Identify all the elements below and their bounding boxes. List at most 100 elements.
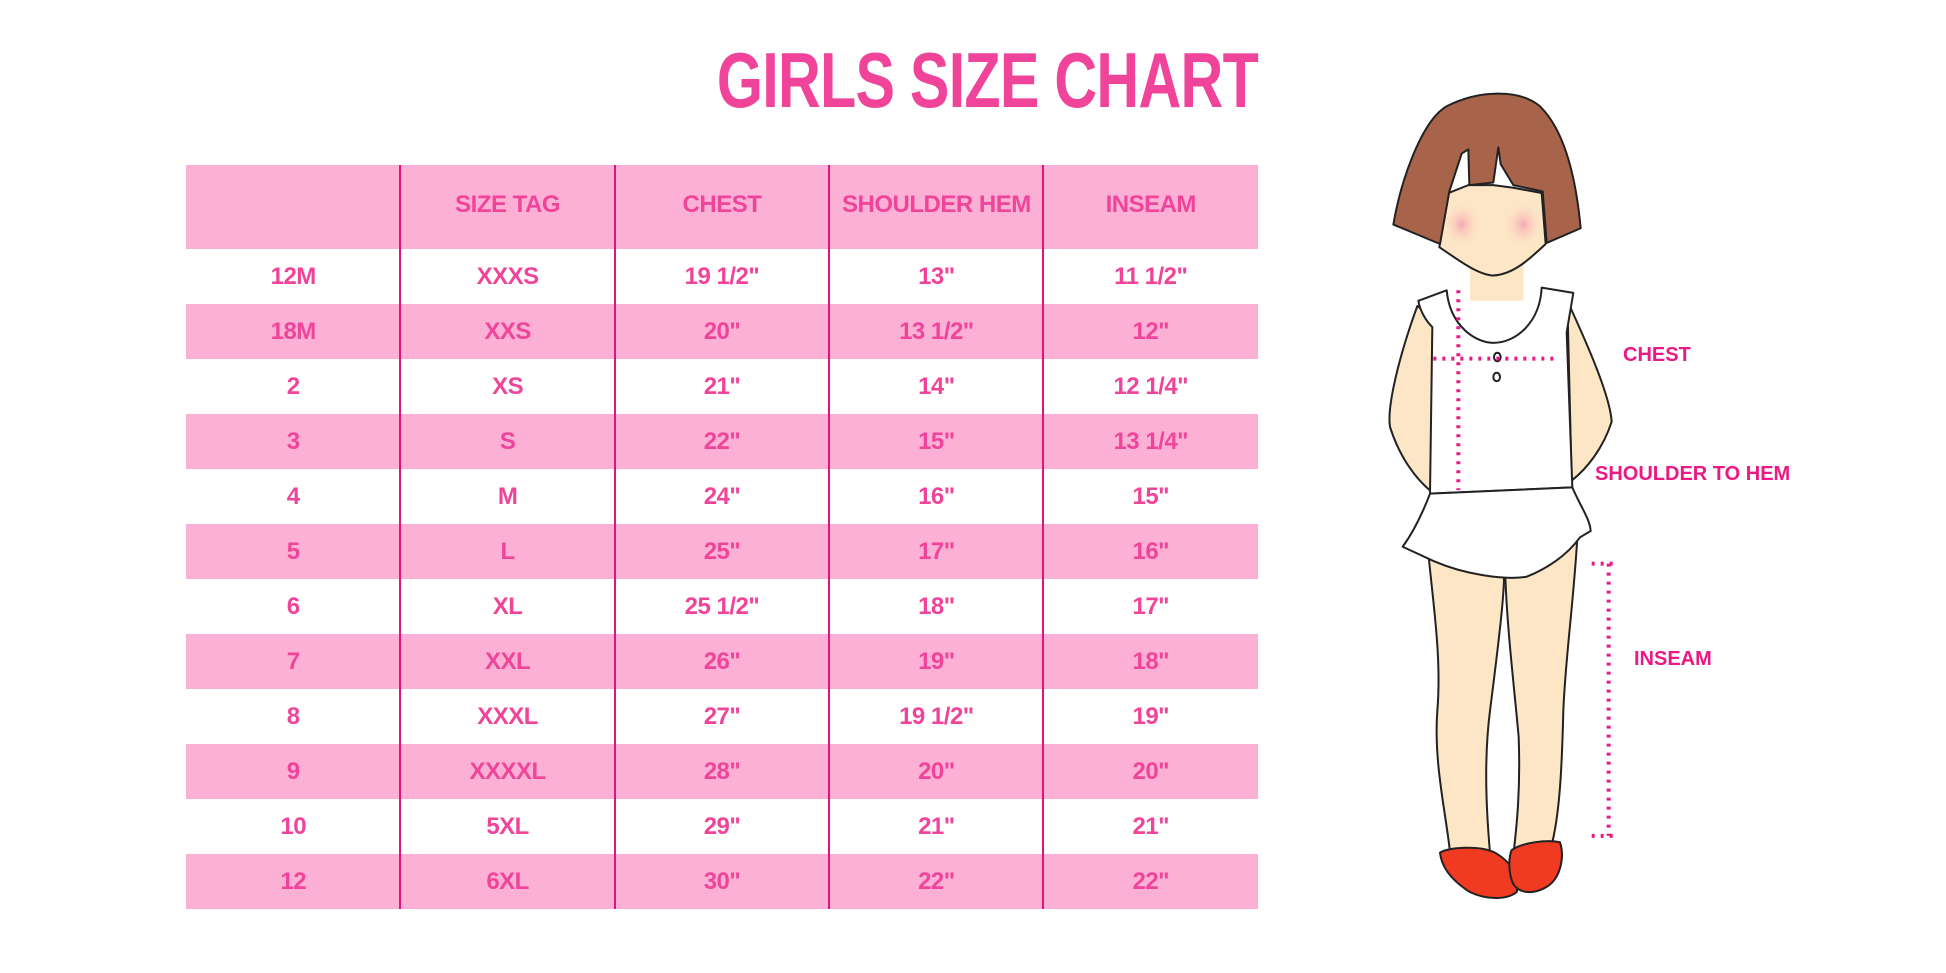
table-cell: 16"	[1132, 537, 1170, 565]
table-cell: 24"	[703, 482, 741, 510]
table-cell: 15"	[1132, 482, 1170, 510]
table-cell: 11 1/2"	[1114, 262, 1188, 290]
table-cell: 12M	[270, 262, 317, 290]
column-divider	[828, 165, 830, 909]
right-arm	[1567, 301, 1611, 481]
column-header: INSEAM	[1105, 191, 1197, 218]
column-divider	[399, 165, 401, 909]
size-chart-table: SIZE TAG CHEST SHOULDER HEM INSEAM 12M XXXS 1…	[186, 165, 1258, 909]
table-row: 18M XXS 20" 13 1/2" 12"	[186, 304, 1258, 359]
table-row: 10 5XL 29" 21" 21"	[186, 799, 1258, 854]
table-cell: 18"	[1132, 647, 1170, 675]
table-row: 12 6XL 30" 22" 22"	[186, 854, 1258, 909]
table-cell: 17"	[918, 537, 955, 565]
table-cell: 19 1/2"	[684, 262, 760, 290]
column-header: SHOULDER HEM	[842, 191, 1031, 218]
skirt	[1403, 487, 1591, 577]
table-cell: 19"	[918, 647, 955, 675]
table-cell: 7	[286, 647, 300, 675]
shirt	[1418, 288, 1573, 494]
button-icon	[1493, 373, 1500, 381]
table-cell: M	[497, 482, 518, 510]
table-cell: 12 1/4"	[1113, 372, 1189, 400]
table-cell: XXXXL	[469, 757, 546, 785]
table-cell: 16"	[918, 482, 955, 510]
table-cell: 3	[286, 427, 300, 455]
table-cell: 6	[286, 592, 300, 620]
table-cell: 21"	[918, 812, 955, 840]
left-arm	[1389, 306, 1432, 491]
girl-measurement-illustration	[1380, 80, 1830, 900]
hair	[1393, 94, 1580, 244]
table-cell: 17"	[1132, 592, 1170, 620]
table-row: 3 S 22" 15" 13 1/4"	[186, 414, 1258, 469]
chest-label: CHEST	[1623, 344, 1691, 366]
table-cell: 29"	[703, 812, 741, 840]
left-cheek	[1441, 200, 1482, 249]
table-cell: 18M	[270, 317, 317, 345]
table-row: 9 XXXXL 28" 20" 20"	[186, 744, 1258, 799]
table-cell: 5XL	[486, 812, 529, 840]
right-cheek	[1503, 200, 1544, 249]
table-cell: 25 1/2"	[684, 592, 760, 620]
table-row: 4 M 24" 16" 15"	[186, 469, 1258, 524]
table-cell: 27"	[703, 702, 741, 730]
left-shoe	[1440, 848, 1517, 898]
table-cell: 22"	[918, 867, 955, 895]
table-cell: 9	[286, 757, 300, 785]
table-cell: XXXS	[476, 262, 540, 290]
table-row: 12M XXXS 19 1/2" 13" 11 1/2"	[186, 249, 1258, 304]
right-leg	[1505, 537, 1577, 855]
column-divider	[1042, 165, 1044, 909]
table-cell: 14"	[918, 372, 955, 400]
table-cell: 18"	[918, 592, 955, 620]
table-cell: XS	[492, 372, 524, 400]
table-row: 5 L 25" 17" 16"	[186, 524, 1258, 579]
table-cell: 21"	[1132, 812, 1170, 840]
shoulder-to-hem-label: SHOULDER TO HEM	[1595, 463, 1791, 485]
table-cell: 12	[280, 867, 307, 895]
left-leg	[1428, 553, 1504, 861]
column-header: CHEST	[682, 191, 762, 218]
table-cell: 26"	[703, 647, 741, 675]
table-cell: L	[500, 537, 516, 565]
column-divider	[614, 165, 616, 909]
table-cell: 20"	[918, 757, 955, 785]
column-header	[186, 165, 400, 249]
table-cell: 22"	[1132, 867, 1170, 895]
table-cell: S	[499, 427, 516, 455]
table-row: 6 XL 25 1/2" 18" 17"	[186, 579, 1258, 634]
table-cell: 4	[286, 482, 300, 510]
table-row: 7 XXL 26" 19" 18"	[186, 634, 1258, 689]
column-header: SIZE TAG	[455, 191, 561, 218]
table-cell: 21"	[703, 372, 741, 400]
table-cell: XXXL	[477, 702, 538, 730]
table-row: 8 XXXL 27" 19 1/2" 19"	[186, 689, 1258, 744]
table-cell: 20"	[1132, 757, 1170, 785]
table-cell: 15"	[918, 427, 955, 455]
table-cell: 25"	[703, 537, 741, 565]
table-header-row: SIZE TAG CHEST SHOULDER HEM INSEAM	[186, 165, 1258, 249]
table-cell: 22"	[703, 427, 741, 455]
table-cell: 30"	[703, 867, 741, 895]
table-cell: 13 1/2"	[899, 317, 974, 345]
table-cell: 13 1/4"	[1113, 427, 1189, 455]
table-cell: 12"	[1132, 317, 1170, 345]
table-cell: 10	[280, 812, 307, 840]
table-cell: 6XL	[486, 867, 529, 895]
table-cell: 13"	[918, 262, 955, 290]
table-cell: 19 1/2"	[899, 702, 974, 730]
table-row: 2 XS 21" 14" 12 1/4"	[186, 359, 1258, 414]
page-title: GIRLS SIZE CHART	[716, 36, 1259, 124]
table-cell: 19"	[1132, 702, 1170, 730]
table-cell: 2	[286, 372, 300, 400]
table-cell: XXL	[484, 647, 531, 675]
table-cell: 8	[286, 702, 300, 730]
right-shoe	[1509, 841, 1562, 892]
table-cell: XL	[492, 592, 523, 620]
table-cell: 5	[286, 537, 300, 565]
table-cell: 28"	[703, 757, 741, 785]
inseam-label: INSEAM	[1634, 648, 1712, 670]
table-cell: XXS	[484, 317, 531, 345]
table-cell: 20"	[703, 317, 741, 345]
